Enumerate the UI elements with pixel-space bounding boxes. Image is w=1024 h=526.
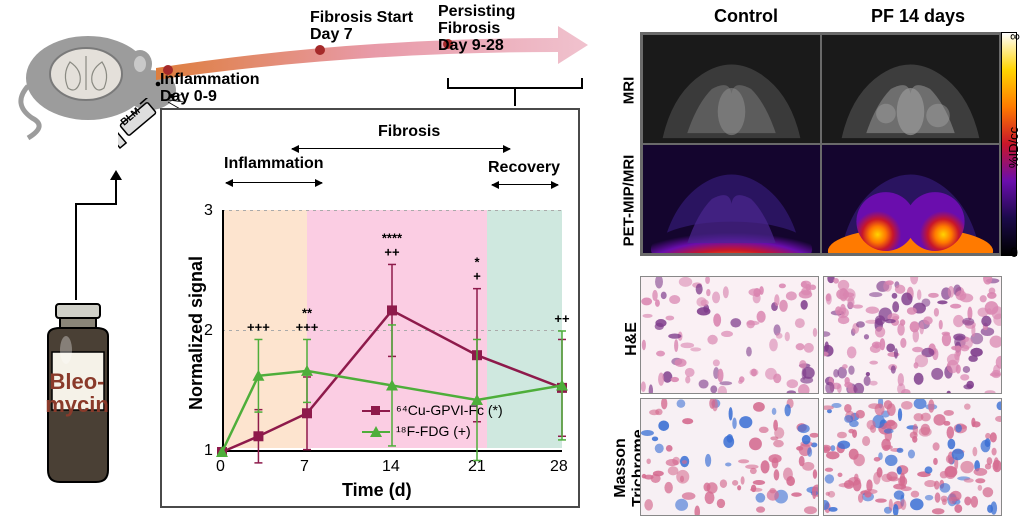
timeline-label-persisting: Persisting Fibrosis Day 9-28: [438, 4, 515, 54]
svg-text:+++: +++: [296, 319, 319, 334]
connector-line: [60, 170, 150, 320]
chart-legend: ⁶⁴Cu-GPVI-Fc (*) ¹⁸F-FDG (+): [362, 400, 503, 442]
mt-pf14: [823, 398, 1002, 516]
arrow-inflammation: [226, 182, 322, 183]
bracket-icon: [442, 72, 592, 112]
x-tick: 14: [382, 458, 400, 476]
he-control: [640, 276, 819, 394]
svg-text:++: ++: [384, 244, 400, 259]
row-label-petmri: PET-MIP/MRI: [621, 151, 638, 251]
pet-pf14: [822, 145, 999, 253]
colorbar-max: ∞: [1010, 28, 1020, 44]
timeline-label-inflammation: Inflammation Day 0-9: [160, 72, 260, 106]
colorbar-min: 0: [1010, 244, 1018, 260]
svg-text:****: ****: [382, 230, 403, 245]
svg-text:+: +: [473, 269, 481, 284]
legend-label-fdg: ¹⁸F-FDG (+): [396, 421, 471, 442]
mri-control: [643, 35, 820, 143]
svg-text:**: **: [302, 305, 313, 320]
phase-title-inflammation: Inflammation: [224, 156, 324, 172]
colorbar-label: %ID/cc: [1006, 127, 1021, 168]
y-axis-label: Normalized signal: [186, 256, 207, 410]
he-pf14: [823, 276, 1002, 394]
row-label-he: H&E: [623, 309, 641, 369]
arrow-recovery: [492, 184, 558, 185]
pet-control: [643, 145, 820, 253]
x-tick: 7: [300, 458, 309, 476]
y-tick: 1: [204, 442, 213, 460]
histology-grid: [640, 276, 1002, 516]
timeline-label-fibrosis-start: Fibrosis Start Day 7: [310, 10, 413, 44]
row-label-mri: MRI: [621, 66, 638, 116]
imaging-header-control: Control: [656, 6, 836, 27]
x-tick: 28: [550, 458, 568, 476]
y-tick: 3: [204, 202, 213, 220]
signal-chart: Inflammation Fibrosis Recovery 1 2 3 0 7…: [160, 108, 580, 508]
legend-label-cu: ⁶⁴Cu-GPVI-Fc (*): [396, 400, 503, 421]
svg-text:+++: +++: [247, 319, 270, 334]
phase-title-recovery: Recovery: [488, 160, 560, 176]
phase-title-fibrosis: Fibrosis: [378, 124, 440, 140]
imaging-grid: [640, 32, 1002, 256]
imaging-header-pf14: PF 14 days: [828, 6, 1008, 27]
x-tick: 0: [216, 458, 225, 476]
mri-pf14: [822, 35, 999, 143]
bleomycin-label: Bleo- mycin: [32, 370, 122, 416]
x-axis-label: Time (d): [342, 480, 412, 501]
svg-text:*: *: [474, 255, 480, 270]
svg-text:++: ++: [554, 311, 570, 326]
arrow-fibrosis: [292, 148, 510, 149]
mt-control: [640, 398, 819, 516]
